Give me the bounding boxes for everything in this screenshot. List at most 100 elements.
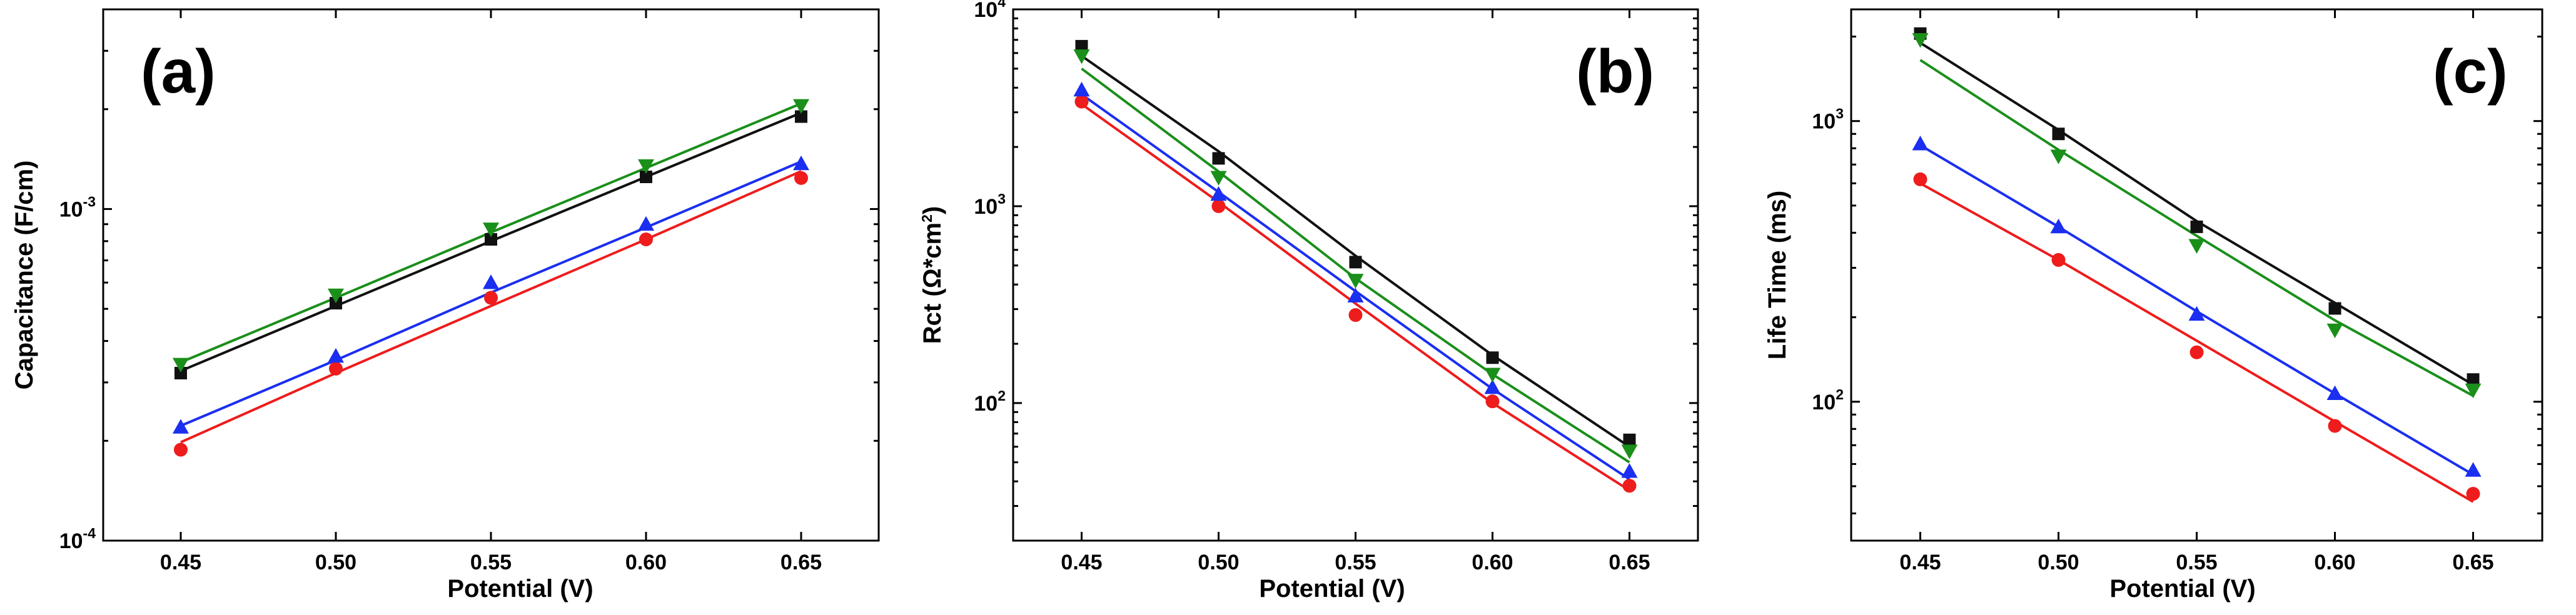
panel-a-point-blue — [328, 348, 344, 363]
panel-b-point-black — [1623, 433, 1636, 446]
panel-b-point-blue — [1347, 288, 1364, 302]
panel-a-ytick-label: 10-3 — [59, 193, 96, 221]
panel-b-xtick-label: 0.65 — [1609, 551, 1650, 574]
panel-a-point-red — [794, 171, 808, 185]
panel-b-point-blue — [1210, 186, 1227, 201]
panel-a-xtick-label: 0.65 — [780, 551, 822, 574]
panel-c-plot: 0.45 0.50 0.55 0.60 0.65 102 103 — [1812, 8, 2543, 574]
panel-a-plot: 0.45 0.50 0.55 0.60 0.65 10-4 10-3 — [59, 8, 880, 574]
panel-b-xtick-label: 0.60 — [1472, 551, 1513, 574]
panel-b: 0.45 0.50 0.55 0.60 0.65 102 103 104 (b) Potent… — [919, 0, 1699, 602]
panel-a-point-black — [174, 366, 187, 379]
panel-c-point-black — [2467, 373, 2480, 386]
panel-b-xtick-label: 0.55 — [1335, 551, 1376, 574]
panel-a: 0.45 0.50 0.55 0.60 0.65 10-4 10-3 (a) Potenti… — [11, 8, 880, 602]
panel-b-point-green — [1210, 171, 1227, 186]
panel-c-ylabel: Life Time (ms) — [1764, 191, 1791, 359]
panel-b-ylabel-end: ) — [919, 206, 946, 214]
panel-b-point-black — [1075, 39, 1088, 52]
panel-a-xtick-label: 0.45 — [160, 551, 201, 574]
panel-a-ytick-label: 10-4 — [59, 525, 96, 553]
panel-b-xtick-label: 0.45 — [1061, 551, 1102, 574]
panel-c-xtick-label: 0.45 — [1899, 551, 1941, 574]
panel-a-ylabel: Capacitance (F/cm) — [11, 161, 38, 390]
panel-b-point-green — [1347, 274, 1364, 289]
panel-b-point-black — [1349, 256, 1362, 269]
panel-b-ylabel-main: Rct (Ω*cm — [919, 222, 946, 344]
panel-c-point-blue — [2465, 462, 2482, 477]
panel-a-xlabel: Potential (V) — [447, 575, 593, 602]
panel-b-ylabel: Rct (Ω*cm2) — [919, 206, 946, 344]
panel-b-point-black — [1212, 152, 1225, 165]
panel-a-point-green — [793, 99, 809, 114]
panel-b-ytick-label: 103 — [974, 191, 1006, 219]
panel-c: 0.45 0.50 0.55 0.60 0.65 102 103 (c) Potential… — [1764, 8, 2543, 602]
panel-b-point-blue — [1484, 379, 1501, 394]
panel-b-point-red — [1622, 479, 1637, 493]
panel-b-point-blue — [1073, 81, 1090, 97]
panel-b-point-red — [1348, 308, 1363, 322]
panel-b-point-red — [1211, 199, 1226, 213]
panel-a-point-red — [639, 232, 653, 246]
panel-a-point-black — [640, 171, 652, 184]
panel-b-fit-red — [1081, 103, 1630, 492]
panel-c-ytick-label: 102 — [1812, 386, 1844, 414]
panel-c-fit-green — [1919, 59, 2474, 398]
panel-a-point-blue — [173, 419, 189, 434]
panel-c-point-red — [2190, 345, 2204, 359]
panel-b-point-green — [1484, 368, 1501, 382]
panel-b-plot: 0.45 0.50 0.55 0.60 0.65 102 103 104 — [974, 0, 1699, 574]
panel-c-point-red — [2466, 487, 2480, 501]
panel-c-point-black — [2052, 128, 2065, 141]
panel-a-fit-red — [180, 170, 802, 444]
panel-b-point-red — [1485, 394, 1500, 409]
panel-c-point-green — [2465, 383, 2482, 399]
panel-b-point-red — [1074, 94, 1089, 109]
panel-b-point-green — [1621, 444, 1638, 459]
panel-c-point-black — [2328, 302, 2341, 315]
panel-b-ytick-label: 102 — [974, 388, 1006, 416]
panel-a-point-red — [329, 361, 343, 376]
panel-a-point-green — [483, 222, 499, 238]
panel-a-point-red — [174, 442, 188, 457]
panel-c-point-green — [2326, 323, 2343, 339]
panel-a-point-blue — [638, 216, 654, 231]
panel-c-fit-black — [1919, 41, 2474, 386]
panel-c-point-blue — [2050, 218, 2067, 234]
panel-c-point-black — [2190, 220, 2203, 233]
panel-c-xtick-label: 0.65 — [2452, 551, 2493, 574]
panel-c-point-green — [1912, 33, 1929, 48]
panel-a-point-black — [485, 232, 497, 246]
panel-a-label: (a) — [141, 37, 216, 106]
panel-c-point-blue — [2188, 306, 2205, 321]
panel-b-label: (b) — [1576, 37, 1654, 106]
panel-c-point-red — [2328, 419, 2342, 433]
panel-c-point-red — [2051, 252, 2066, 267]
panel-c-point-green — [2050, 149, 2067, 164]
panel-b-ytick-label: 104 — [974, 0, 1006, 22]
panel-c-point-green — [2188, 239, 2205, 254]
panel-a-point-black — [795, 110, 807, 123]
panel-b-point-blue — [1621, 463, 1638, 478]
panel-a-point-red — [484, 291, 498, 305]
panel-a-xtick-label: 0.50 — [315, 551, 356, 574]
panel-c-xtick-label: 0.55 — [2176, 551, 2217, 574]
panel-b-ylabel-sup: 2 — [919, 214, 935, 222]
panel-c-ytick-label: 103 — [1812, 106, 1844, 134]
panel-b-point-green — [1073, 49, 1090, 64]
panel-c-xtick-label: 0.60 — [2314, 551, 2355, 574]
panel-b-fit-black — [1081, 54, 1630, 448]
panel-a-point-blue — [793, 155, 809, 171]
panel-b-xlabel: Potential (V) — [1259, 575, 1405, 602]
panel-c-point-blue — [2326, 385, 2343, 400]
panel-a-point-green — [328, 288, 344, 304]
panel-a-xtick-label: 0.55 — [470, 551, 512, 574]
panel-a-point-blue — [483, 274, 499, 289]
panel-b-point-black — [1486, 351, 1499, 364]
panel-a-point-green — [173, 358, 189, 373]
panel-c-point-blue — [1912, 136, 1929, 151]
panel-c-fit-red — [1919, 182, 2474, 503]
panel-c-label: (c) — [2433, 37, 2508, 106]
panel-a-point-green — [638, 159, 654, 174]
